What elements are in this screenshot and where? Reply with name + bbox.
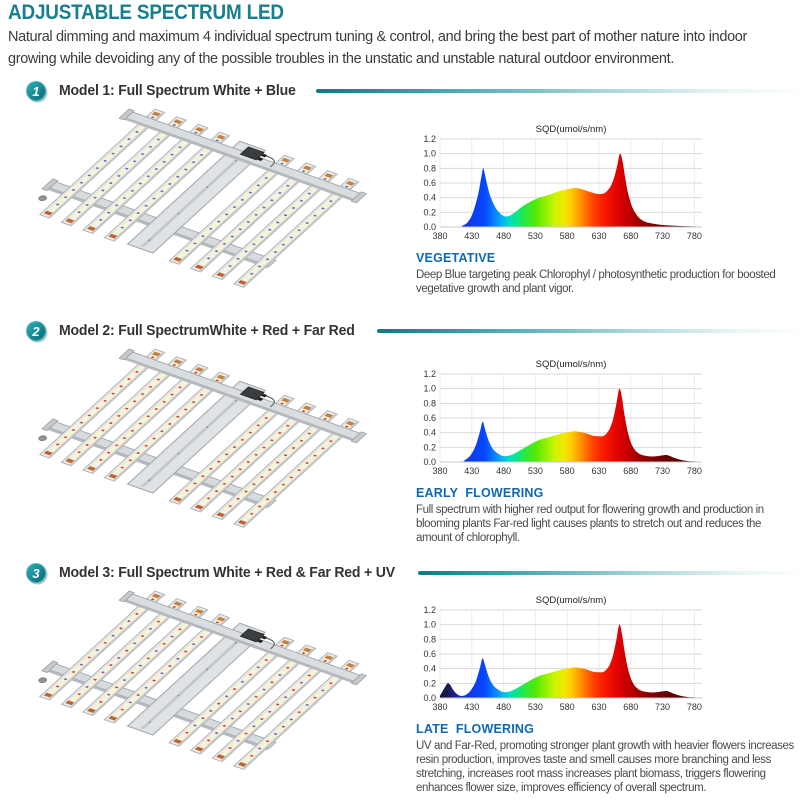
svg-text:780: 780 — [687, 466, 702, 476]
svg-text:680: 680 — [623, 466, 638, 476]
svg-text:0.4: 0.4 — [423, 428, 436, 438]
model-2-heading: 2 Model 2: Full SpectrumWhite + Red + Fa… — [26, 320, 797, 342]
stage-label-2: EARLY FLOWERING — [416, 486, 544, 500]
model-2-label: Model 2: Full SpectrumWhite + Red + Far … — [59, 323, 355, 339]
svg-text:580: 580 — [560, 466, 575, 476]
svg-text:0.8: 0.8 — [423, 163, 436, 173]
svg-text:430: 430 — [464, 466, 479, 476]
spectrum-chart-1: 0.0 0.2 0.4 0.6 0.8 1.0 1.2 380 430 480 530 580 630 6… — [423, 124, 702, 241]
svg-text:630: 630 — [591, 466, 606, 476]
svg-text:630: 630 — [591, 702, 606, 712]
intro-text: Natural dimming and maximum 4 individual… — [8, 27, 798, 71]
svg-text:380: 380 — [432, 231, 447, 241]
svg-text:1.2: 1.2 — [423, 605, 436, 615]
svg-text:0.6: 0.6 — [423, 649, 436, 659]
svg-text:630: 630 — [591, 231, 606, 241]
svg-text:0.4: 0.4 — [423, 193, 436, 203]
svg-text:680: 680 — [623, 702, 638, 712]
model-1-info-column: 0.0 0.2 0.4 0.6 0.8 1.0 1.2 380 430 480 530 580 630 6… — [416, 121, 798, 296]
page-title: ADJUSTABLE SPECTRUM LED — [8, 1, 284, 24]
svg-text:480: 480 — [496, 231, 511, 241]
led-fixture-illustration-2 — [5, 343, 405, 548]
svg-text:680: 680 — [623, 231, 638, 241]
svg-text:780: 780 — [687, 702, 702, 712]
stage-description-2: Full spectrum with higher red output for… — [416, 504, 764, 545]
model-1-badge-number: 1 — [32, 83, 40, 99]
svg-text:SQD(umol/s/nm): SQD(umol/s/nm) — [536, 359, 607, 370]
svg-text:SQD(umol/s/nm): SQD(umol/s/nm) — [536, 595, 607, 606]
svg-text:380: 380 — [432, 702, 447, 712]
spectrum-chart-3: 0.0 0.2 0.4 0.6 0.8 1.0 1.2 380 430 480 530 580 630 6… — [423, 595, 702, 712]
svg-text:530: 530 — [528, 231, 543, 241]
model-1-badge: 1 — [26, 81, 46, 101]
svg-text:1.0: 1.0 — [423, 384, 436, 394]
svg-text:0.0: 0.0 — [423, 457, 436, 467]
model-2-info-column: 0.0 0.2 0.4 0.6 0.8 1.0 1.2 380 430 480 530 580 630 6… — [416, 356, 798, 545]
model-2-badge: 2 — [26, 321, 46, 341]
svg-text:480: 480 — [496, 466, 511, 476]
stage-description-1: Deep Blue targeting peak Chlorophyl / ph… — [416, 269, 776, 296]
svg-text:0.2: 0.2 — [423, 442, 436, 452]
svg-text:730: 730 — [655, 702, 670, 712]
model-3-badge-number: 3 — [32, 565, 40, 581]
stage-label-3: LATE FLOWERING — [416, 722, 535, 736]
svg-text:530: 530 — [528, 466, 543, 476]
svg-text:0.8: 0.8 — [423, 634, 436, 644]
svg-text:0.0: 0.0 — [423, 693, 436, 703]
svg-text:0.4: 0.4 — [423, 664, 436, 674]
svg-text:1.0: 1.0 — [423, 620, 436, 630]
stage-label-1: VEGETATIVE — [416, 251, 496, 265]
svg-text:580: 580 — [560, 231, 575, 241]
model-3-info-column: 0.0 0.2 0.4 0.6 0.8 1.0 1.2 380 430 480 530 580 630 6… — [416, 592, 798, 795]
svg-text:730: 730 — [655, 466, 670, 476]
section-divider-2 — [376, 329, 797, 333]
svg-text:580: 580 — [560, 702, 575, 712]
spectrum-chart-2: 0.0 0.2 0.4 0.6 0.8 1.0 1.2 380 430 480 530 580 630 6… — [423, 359, 702, 476]
led-fixture-illustration-1 — [5, 103, 405, 308]
svg-text:380: 380 — [432, 466, 447, 476]
svg-text:1.2: 1.2 — [423, 134, 436, 144]
svg-text:530: 530 — [528, 702, 543, 712]
model-3-badge: 3 — [26, 563, 46, 583]
model-3-heading: 3 Model 3: Full Spectrum White + Red & F… — [26, 562, 797, 584]
svg-text:0.0: 0.0 — [423, 222, 436, 232]
svg-text:0.2: 0.2 — [423, 678, 436, 688]
svg-text:1.0: 1.0 — [423, 149, 436, 159]
svg-text:430: 430 — [464, 231, 479, 241]
svg-text:0.2: 0.2 — [423, 207, 436, 217]
svg-text:1.2: 1.2 — [423, 369, 436, 379]
led-fixture-illustration-3 — [5, 585, 405, 790]
svg-text:SQD(umol/s/nm): SQD(umol/s/nm) — [536, 124, 607, 135]
model-3-label: Model 3: Full Spectrum White + Red & Far… — [59, 565, 395, 581]
model-1-label: Model 1: Full Spectrum White + Blue — [59, 83, 296, 99]
model-2-badge-number: 2 — [32, 323, 40, 339]
svg-text:730: 730 — [655, 231, 670, 241]
intro-line-1: Natural dimming and maximum 4 individual… — [8, 29, 747, 45]
svg-text:430: 430 — [464, 702, 479, 712]
stage-description-3: UV and Far-Red, promoting stronger plant… — [416, 740, 794, 795]
section-divider-1 — [315, 89, 797, 93]
svg-text:480: 480 — [496, 702, 511, 712]
section-divider-3 — [418, 571, 797, 575]
model-1-heading: 1 Model 1: Full Spectrum White + Blue — [26, 80, 797, 102]
intro-line-2: growing while devoiding any of the possi… — [8, 50, 675, 67]
svg-text:0.8: 0.8 — [423, 398, 436, 408]
svg-text:780: 780 — [687, 231, 702, 241]
svg-text:0.6: 0.6 — [423, 413, 436, 423]
svg-text:0.6: 0.6 — [423, 178, 436, 188]
